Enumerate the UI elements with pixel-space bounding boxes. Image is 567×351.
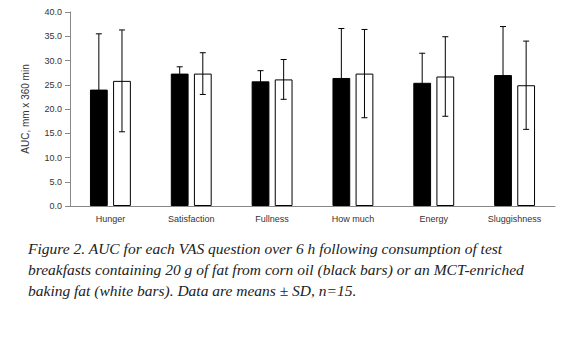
svg-text:20.0: 20.0 (44, 104, 62, 114)
svg-text:35.0: 35.0 (44, 31, 62, 41)
svg-text:30.0: 30.0 (44, 56, 62, 66)
svg-text:AUC, mm x 360 min: AUC, mm x 360 min (20, 64, 31, 153)
svg-text:5.0: 5.0 (49, 177, 62, 187)
svg-text:Energy: Energy (419, 214, 448, 224)
html-text:Figure 2. AUC for each VAS que: Figure 2. AUC for each VAS question over… (28, 240, 524, 299)
svg-text:15.0: 15.0 (44, 128, 62, 138)
svg-text:0.0: 0.0 (49, 201, 62, 211)
svg-text:Hunger: Hunger (96, 214, 126, 224)
svg-text:40.0: 40.0 (44, 7, 62, 17)
svg-text:Fullness: Fullness (255, 214, 289, 224)
svg-text:25.0: 25.0 (44, 80, 62, 90)
svg-text:Sluggishness: Sluggishness (488, 214, 542, 224)
svg-text:Satisfaction: Satisfaction (168, 214, 215, 224)
svg-text:10.0: 10.0 (44, 153, 62, 163)
svg-text:How much: How much (332, 214, 375, 224)
